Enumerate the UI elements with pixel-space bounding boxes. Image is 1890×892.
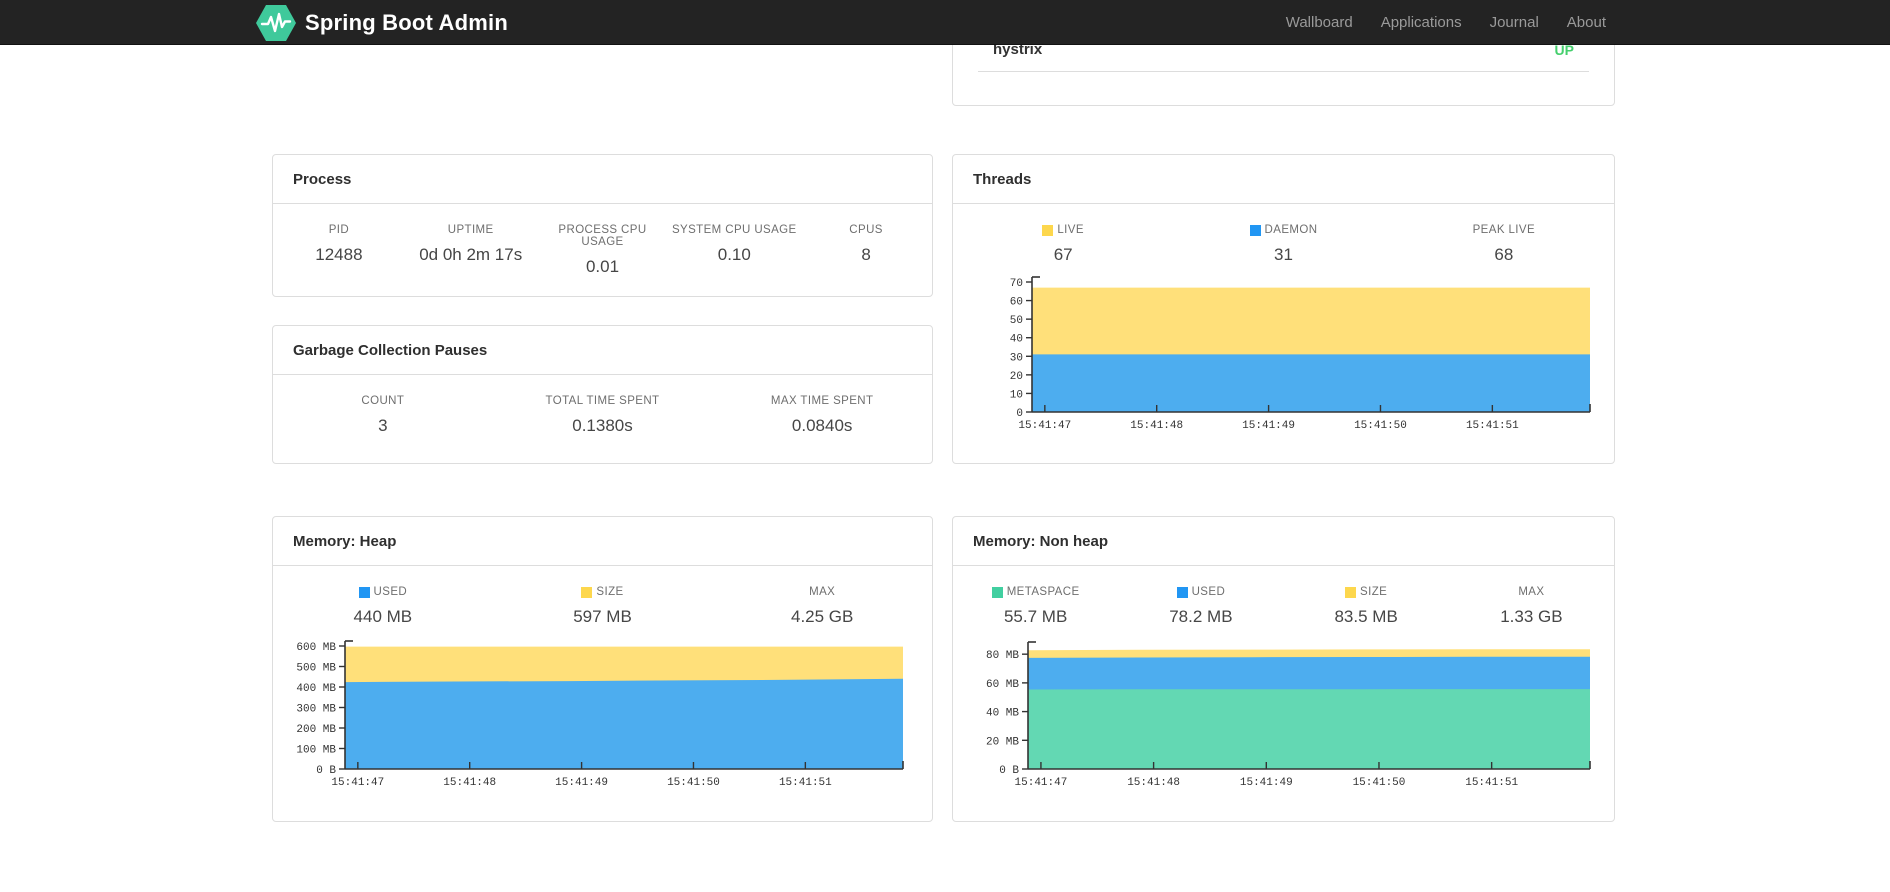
metric-gc-max-time: MAX TIME SPENT 0.0840s: [770, 395, 874, 435]
svg-text:0 B: 0 B: [316, 765, 336, 777]
spring-boot-admin-logo-icon: [256, 4, 296, 41]
svg-text:15:41:48: 15:41:48: [1127, 777, 1180, 789]
svg-text:15:41:47: 15:41:47: [1015, 777, 1068, 789]
memory-heap-chart: 0 B 100 MB 200 MB 300 MB 400 MB 500 MB 600 MB 1…: [296, 640, 904, 789]
svg-text:60 MB: 60 MB: [986, 679, 1019, 691]
metric-cpus: CPUS 8: [849, 224, 883, 264]
used-series-swatch-icon: [358, 586, 370, 598]
threads-chart: 0 10 20 30 40 50 60 70 15:41:47 15:41:48 15:41:49 1…: [1010, 276, 1591, 432]
metric-nonheap-size: SIZE 83.5 MB: [1334, 586, 1398, 626]
svg-text:15:41:47: 15:41:47: [1018, 420, 1071, 432]
nav-links: Wallboard Applications Journal About: [1272, 0, 1620, 45]
svg-text:15:41:50: 15:41:50: [1353, 777, 1406, 789]
svg-text:15:41:51: 15:41:51: [1466, 420, 1519, 432]
metric-nonheap-metaspace: METASPACE 55.7 MB: [953, 586, 1118, 627]
metaspace-series-swatch-icon: [991, 586, 1003, 598]
size-series-swatch-icon: [581, 586, 593, 598]
svg-text:200 MB: 200 MB: [296, 724, 336, 736]
metric-threads-live: LIVE 67: [953, 224, 1173, 265]
navbar: Spring Boot Admin Wallboard Applications…: [0, 0, 1890, 45]
svg-text:15:41:50: 15:41:50: [667, 777, 720, 789]
process-panel-title: Process: [273, 155, 932, 204]
gc-pauses-panel-title: Garbage Collection Pauses: [273, 326, 932, 375]
svg-text:60: 60: [1010, 297, 1023, 309]
applications-panel-body: hystrix UP: [953, 19, 1614, 72]
threads-panel-title: Threads: [953, 155, 1614, 204]
metric-heap-max: MAX 4.25 GB: [790, 586, 854, 626]
brand-title: Spring Boot Admin: [305, 9, 509, 35]
nav-item-about[interactable]: About: [1566, 14, 1606, 31]
svg-text:50: 50: [1010, 315, 1023, 327]
svg-text:15:41:49: 15:41:49: [1240, 777, 1293, 789]
svg-text:70: 70: [1010, 278, 1023, 290]
metric-nonheap-used: USED 78.2 MB: [1169, 586, 1233, 626]
svg-text:10: 10: [1010, 389, 1023, 401]
application-row[interactable]: hystrix UP: [978, 41, 1589, 72]
svg-text:15:41:51: 15:41:51: [1465, 777, 1518, 789]
metric-threads-daemon: DAEMON 31: [1173, 224, 1393, 265]
process-metrics: PID 12488 UPTIME 0d 0h 2m 17s PROCESS CP…: [273, 204, 932, 277]
memory-nonheap-panel-title: Memory: Non heap: [953, 517, 1614, 566]
nav-item-wallboard[interactable]: Wallboard: [1285, 14, 1353, 31]
status-badge: UP: [1554, 41, 1574, 58]
brand[interactable]: Spring Boot Admin: [256, 0, 508, 45]
metric-nonheap-max: MAX 1.33 GB: [1500, 586, 1563, 626]
memory-heap-panel-title: Memory: Heap: [273, 517, 932, 566]
svg-text:400 MB: 400 MB: [296, 683, 336, 695]
heap-metrics: USED 440 MB SIZE 597 MB MAX 4.25 GB: [273, 566, 932, 627]
metric-process-cpu-usage: PROCESS CPU USAGE 0.01: [558, 224, 647, 276]
svg-text:0: 0: [1016, 408, 1023, 420]
threads-panel: Threads LIVE 67 DAEMON 31 PEAK LIVE: [952, 154, 1615, 464]
svg-text:15:41:48: 15:41:48: [443, 777, 496, 789]
svg-text:0 B: 0 B: [999, 765, 1019, 777]
nav-item-journal[interactable]: Journal: [1489, 14, 1539, 31]
memory-heap-panel: Memory: Heap USED 440 MB SIZE 597 MB MAX: [272, 516, 933, 822]
svg-text:20: 20: [1010, 371, 1023, 383]
svg-text:80 MB: 80 MB: [986, 650, 1019, 662]
svg-text:40: 40: [1010, 334, 1023, 346]
metric-heap-used: USED 440 MB: [353, 586, 413, 626]
nav-item-applications[interactable]: Applications: [1380, 14, 1462, 31]
svg-text:15:41:49: 15:41:49: [1242, 420, 1295, 432]
svg-text:500 MB: 500 MB: [296, 663, 336, 675]
metric-gc-count: COUNT 3: [361, 395, 405, 435]
svg-text:15:41:47: 15:41:47: [331, 777, 384, 789]
svg-text:300 MB: 300 MB: [296, 704, 336, 716]
svg-text:40 MB: 40 MB: [986, 708, 1019, 720]
pulse-line-icon: [260, 12, 292, 32]
live-series-swatch-icon: [1042, 224, 1054, 236]
metric-system-cpu-usage: SYSTEM CPU USAGE 0.10: [671, 224, 797, 264]
gc-pauses-panel: Garbage Collection Pauses COUNT 3 TOTAL …: [272, 325, 933, 464]
nonheap-metrics: METASPACE 55.7 MB USED 78.2 MB SIZE 83.5…: [953, 566, 1614, 627]
svg-text:15:41:50: 15:41:50: [1354, 420, 1407, 432]
metric-heap-size: SIZE 597 MB: [573, 586, 632, 626]
process-panel: Process PID 12488 UPTIME 0d 0h 2m 17s PR…: [272, 154, 933, 297]
svg-text:15:41:51: 15:41:51: [779, 777, 832, 789]
used-series-swatch-icon: [1176, 586, 1188, 598]
memory-nonheap-chart: 0 B 20 MB 40 MB 60 MB 80 MB 15:41:47 15:41:48 1…: [986, 641, 1591, 789]
gc-metrics: COUNT 3 TOTAL TIME SPENT 0.1380s MAX TIM…: [273, 375, 932, 436]
svg-text:100 MB: 100 MB: [296, 745, 336, 757]
metric-pid: PID 12488: [315, 224, 363, 264]
svg-text:20 MB: 20 MB: [986, 736, 1019, 748]
threads-metrics: LIVE 67 DAEMON 31 PEAK LIVE 68: [953, 204, 1614, 265]
size-series-swatch-icon: [1345, 586, 1357, 598]
svg-text:15:41:49: 15:41:49: [555, 777, 608, 789]
svg-text:30: 30: [1010, 352, 1023, 364]
daemon-series-swatch-icon: [1249, 224, 1261, 236]
svg-text:600 MB: 600 MB: [296, 642, 336, 654]
svg-text:15:41:48: 15:41:48: [1130, 420, 1183, 432]
metric-gc-total-time: TOTAL TIME SPENT 0.1380s: [545, 395, 660, 435]
metric-uptime: UPTIME 0d 0h 2m 17s: [419, 224, 523, 264]
metric-threads-peak-live: PEAK LIVE 68: [1472, 224, 1536, 264]
memory-nonheap-panel: Memory: Non heap METASPACE 55.7 MB USED …: [952, 516, 1615, 822]
application-name[interactable]: hystrix: [993, 41, 1043, 58]
